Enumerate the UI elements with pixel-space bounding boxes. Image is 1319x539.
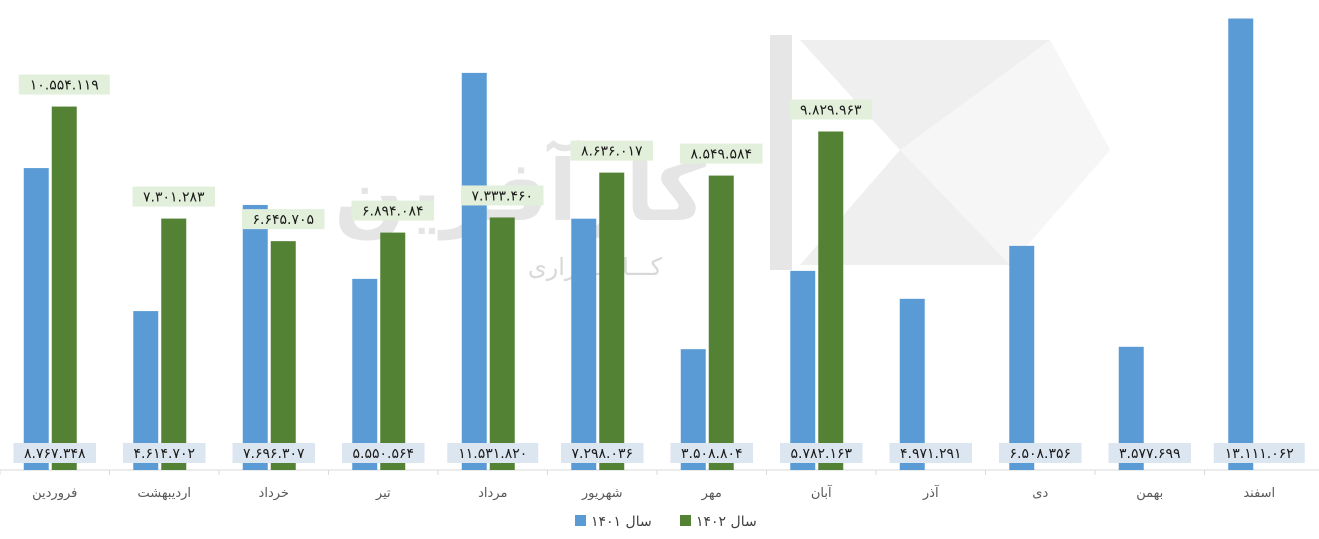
- data-label-series-2: ۹.۸۲۹.۹۶۳: [800, 102, 862, 118]
- bar-series-2: [490, 217, 515, 470]
- x-tick-label: آذر: [922, 484, 940, 501]
- data-label-series-2: ۷.۳۳۳.۴۶۰: [471, 188, 533, 204]
- bar-series-2: [818, 131, 843, 470]
- bar-series-1: [571, 219, 596, 470]
- data-label-series-2: ۸.۵۴۹.۵۸۴: [690, 147, 752, 163]
- watermark-bar: [770, 35, 792, 270]
- legend-swatch-series-1: [575, 515, 586, 526]
- data-label-series-1: ۴.۹۷۱.۲۹۱: [900, 446, 962, 462]
- data-label-series-1: ۸.۷۶۷.۳۴۸: [24, 446, 86, 462]
- x-tick-label: فروردین: [32, 486, 77, 501]
- data-label-series-1: ۳.۵۰۸.۸۰۴: [681, 446, 743, 462]
- data-label-series-1: ۷.۲۹۸.۰۳۶: [571, 446, 633, 462]
- legend-label-series-1: سال ۱۴۰۱: [591, 514, 652, 530]
- bar-series-2: [271, 241, 296, 470]
- data-label-series-2: ۱۰.۵۵۴.۱۱۹: [30, 78, 99, 94]
- bar-series-1: [1228, 19, 1253, 470]
- data-label-series-1: ۱۳.۱۱۱.۰۶۲: [1225, 446, 1294, 462]
- data-label-series-1: ۴.۶۱۴.۷۰۲: [133, 446, 195, 462]
- data-label-series-1: ۱۱.۵۳۱.۸۲۰: [458, 446, 527, 462]
- data-label-series-1: ۵.۷۸۲.۱۶۳: [790, 446, 852, 462]
- x-tick-label: خرداد: [259, 486, 289, 501]
- bar-series-1: [24, 168, 49, 470]
- data-label-series-1: ۳.۵۷۷.۶۹۹: [1119, 446, 1181, 462]
- legend: سال ۱۴۰۱ سال ۱۴۰۲: [575, 514, 757, 530]
- data-label-series-2: ۶.۶۴۵.۷۰۵: [252, 212, 314, 228]
- x-tick-label: مرداد: [478, 486, 507, 501]
- bar-series-2: [52, 107, 77, 470]
- bar-series-1: [462, 73, 487, 470]
- x-tick-label: اردیبهشت: [137, 486, 191, 501]
- bar-series-2: [709, 176, 734, 470]
- legend-label-series-2: سال ۱۴۰۲: [696, 514, 757, 530]
- data-label-series-1: ۵.۵۵۰.۵۶۴: [352, 446, 414, 462]
- x-tick-label: مهر: [701, 486, 722, 501]
- bar-series-2: [161, 219, 186, 470]
- bar-series-2: [380, 233, 405, 470]
- x-tick-label: شهریور: [581, 486, 623, 501]
- x-tick-label: بهمن: [1136, 486, 1163, 501]
- bar-series-2: [599, 173, 624, 470]
- data-label-series-1: ۷.۶۹۶.۳۰۷: [243, 446, 305, 462]
- bar-series-1: [352, 279, 377, 470]
- bar-series-1: [243, 205, 268, 470]
- legend-swatch-series-2: [680, 515, 691, 526]
- data-label-series-2: ۶.۸۹۴.۰۸۴: [362, 204, 424, 220]
- bar-series-1: [1009, 246, 1034, 470]
- x-tick-label: اسفند: [1243, 486, 1275, 501]
- bar-series-1: [790, 271, 815, 470]
- x-tick-label: دی: [1032, 486, 1048, 501]
- data-label-series-2: ۸.۶۳۶.۰۱۷: [581, 144, 643, 160]
- data-label-series-1: ۶.۵۰۸.۳۵۶: [1009, 446, 1071, 462]
- x-tick-label: آبان: [811, 484, 833, 501]
- data-label-series-2: ۷.۳۰۱.۲۸۳: [143, 190, 205, 206]
- x-tick-label: تیر: [375, 486, 391, 501]
